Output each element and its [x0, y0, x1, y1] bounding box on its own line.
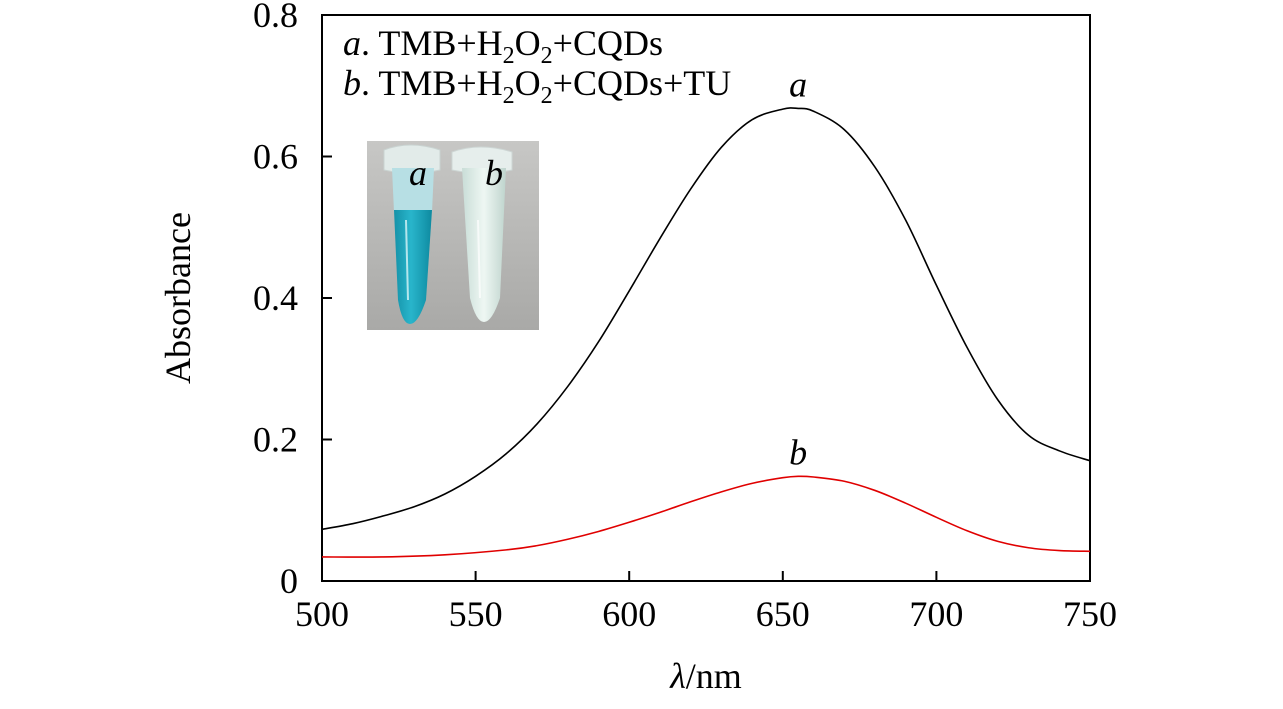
- x-tick-label-650: 650: [756, 594, 810, 634]
- legend-text-part: O: [515, 23, 541, 63]
- curve-label-b: b: [789, 432, 807, 472]
- legend-text-part: +CQDs: [553, 23, 663, 63]
- legend-text-part: TMB+H: [370, 63, 503, 103]
- legend-subscript: 2: [503, 43, 515, 69]
- y-tick-label-0.8: 0.8: [253, 0, 298, 35]
- legend-key-a: a: [343, 23, 361, 63]
- tube-b-highlight: [477, 219, 481, 299]
- legend-key-b: b: [343, 63, 361, 103]
- curves: [321, 107, 1091, 558]
- tube-a-highlight: [405, 219, 409, 301]
- legend-entry-b: b. TMB+H2O2+CQDs+TU: [343, 63, 731, 109]
- x-tick-label-750: 750: [1063, 594, 1117, 634]
- y-axis-title: Absorbance: [158, 212, 198, 384]
- y-axis-ticks: 0 0.2 0.4 0.6 0.8: [253, 0, 332, 601]
- legend-sep: .: [361, 23, 370, 63]
- series-a-line: [321, 107, 1091, 531]
- legend-subscript: 2: [541, 83, 553, 109]
- y-tick-label-0.2: 0.2: [253, 420, 298, 460]
- tube-a-liquid: [394, 210, 432, 324]
- curve-labels: ab: [789, 64, 807, 472]
- legend-sep: .: [361, 63, 370, 103]
- inset-label-b: b: [485, 153, 503, 193]
- curve-label-a: a: [789, 64, 807, 104]
- x-tick-label-550: 550: [449, 594, 503, 634]
- legend-text-part: O: [515, 63, 541, 103]
- x-axis-ticks: 500 550 600 650 700 750: [295, 571, 1117, 634]
- x-axis-unit: /nm: [686, 656, 742, 696]
- y-tick-label-0.4: 0.4: [253, 278, 298, 318]
- legend-subscript: 2: [541, 43, 553, 69]
- legend-text-part: TMB+H: [370, 23, 503, 63]
- x-axis-symbol: λ: [669, 656, 686, 696]
- legend-subscript: 2: [503, 83, 515, 109]
- legend-entry-a: a. TMB+H2O2+CQDs: [343, 23, 663, 69]
- y-tick-label-0.6: 0.6: [253, 137, 298, 177]
- x-tick-label-500: 500: [295, 594, 349, 634]
- inset-photo: a b: [367, 141, 539, 330]
- series-b-line: [321, 475, 1091, 558]
- legend-text-part: +CQDs+TU: [553, 63, 732, 103]
- y-tick-label-0: 0: [280, 561, 298, 601]
- tube-b-body: [462, 168, 506, 322]
- x-axis-title: λ/nm: [669, 656, 742, 696]
- inset-label-a: a: [409, 153, 427, 193]
- x-tick-label-600: 600: [602, 594, 656, 634]
- x-tick-label-700: 700: [909, 594, 963, 634]
- tube-a-upper: [392, 168, 434, 212]
